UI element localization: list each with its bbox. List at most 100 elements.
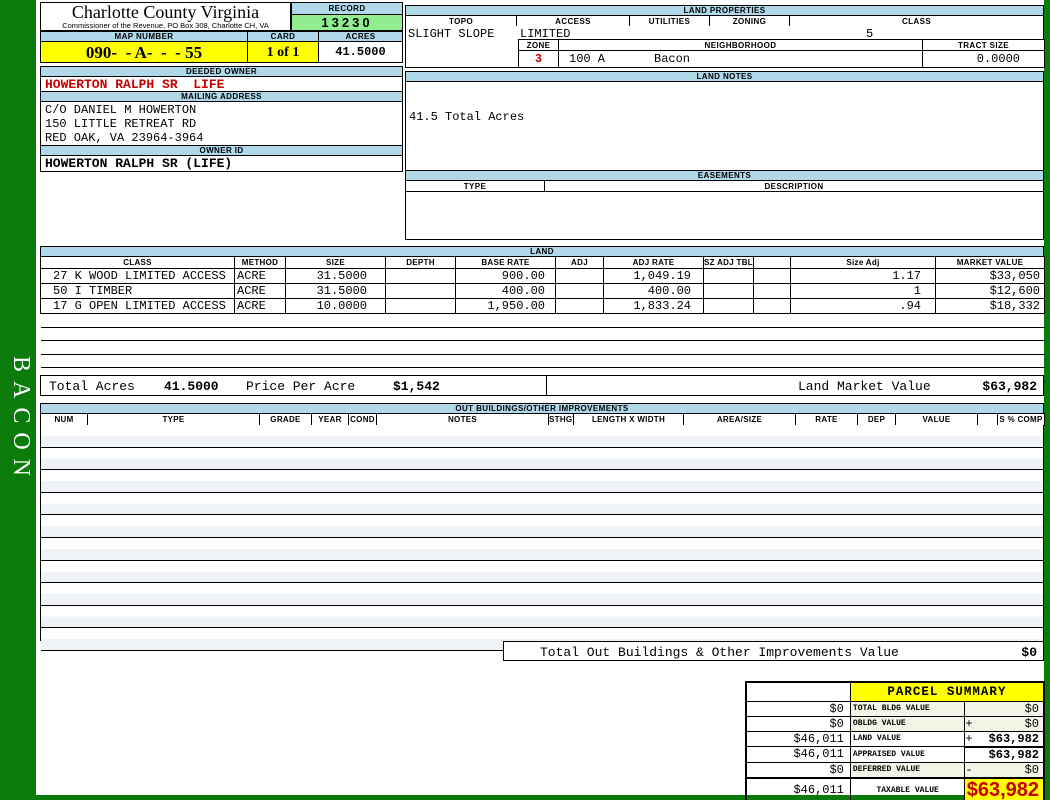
land-row: 50 I TIMBER ACRE 31.5000 400.00 400.00 1…	[40, 283, 1045, 299]
ps-sign: -	[964, 761, 980, 778]
land-method: ACRE	[234, 268, 286, 284]
address-line-1: C/O DANIEL M HOWERTON	[45, 103, 197, 117]
ob-col-grade: GRADE	[259, 413, 312, 426]
empty-row	[40, 353, 1045, 369]
col-size-adj: Size Adj	[790, 256, 936, 269]
col-adj-rate: ADJ RATE	[603, 256, 704, 269]
land-adj-rate: 1,049.19	[603, 268, 704, 284]
land-adj	[555, 268, 604, 284]
empty-row	[40, 340, 1045, 355]
ob-col-cond: COND	[348, 413, 377, 426]
ps-value: $63,982	[979, 730, 1045, 747]
ps-left-value: $0	[745, 700, 851, 717]
ps-row: $0 OBLDG VALUE + $0	[745, 715, 1045, 732]
col-method: METHOD	[234, 256, 286, 269]
land-base-rate: 900.00	[455, 268, 556, 284]
page-subtitle: Commissioner of the Revenue, PO Box 308,…	[62, 21, 269, 30]
land-depth	[385, 268, 456, 284]
ps-sign: +	[964, 730, 980, 747]
out-buildings-total-row: Total Out Buildings & Other Improvements…	[503, 641, 1044, 661]
ps-value: $0	[979, 715, 1045, 732]
ps-value: $63,982	[979, 745, 1045, 763]
land-properties-values: SLIGHT SLOPE LIMITED 5 ZONE NEIGHBORHOOD…	[405, 26, 1045, 68]
col-sz-adj-tbl: SZ ADJ TBL	[703, 256, 754, 269]
ob-col-notes: NOTES	[376, 413, 549, 426]
ps-label: TOTAL BLDG VALUE	[849, 700, 966, 717]
parcel-summary-title: PARCEL SUMMARY	[849, 681, 1045, 702]
land-depth	[385, 283, 456, 299]
stripe-row	[41, 470, 1043, 493]
out-buildings-total-label: Total Out Buildings & Other Improvements…	[540, 645, 899, 660]
ps-sign: +	[964, 715, 980, 732]
land-method: ACRE	[234, 298, 286, 314]
ps-left-value: $46,011	[745, 730, 851, 747]
zone-value: 3	[518, 50, 559, 68]
col-base-rate: BASE RATE	[455, 256, 556, 269]
stripe-row	[41, 605, 1043, 629]
land-size: 31.5000	[285, 283, 386, 299]
ps-sign	[964, 745, 980, 763]
map-number-value: 090- - A- - - 55	[40, 41, 248, 63]
sidebar-neighborhood-label: BACON	[8, 356, 34, 486]
land-class: 50 I TIMBER	[40, 283, 235, 299]
ps-left-value: $0	[745, 715, 851, 732]
neighborhood-value-box: 100 A Bacon	[558, 50, 923, 68]
land-totals-left: Total Acres 41.5000 Price Per Acre $1,54…	[40, 375, 547, 396]
land-base-rate: 1,950.00	[455, 298, 556, 314]
land-size: 10.0000	[285, 298, 386, 314]
zone-subtable: ZONE NEIGHBORHOOD TRACT SIZE 3 100 A Bac…	[518, 39, 1045, 68]
empty-row	[40, 326, 1045, 342]
col-depth: DEPTH	[385, 256, 456, 269]
land-size: 31.5000	[285, 268, 386, 284]
land-adj-rate: 1,833.24	[603, 298, 704, 314]
ps-value: $0	[979, 761, 1045, 778]
empty-row	[40, 313, 1045, 328]
stripe-row	[41, 560, 1043, 584]
land-market-value: $33,050	[935, 268, 1045, 284]
price-per-acre-label: Price Per Acre	[246, 379, 356, 394]
stripe-row	[41, 425, 1043, 448]
ob-col-areasize: AREA/SIZE	[683, 413, 796, 426]
land-row: 17 G OPEN LIMITED ACCESS ACRE 10.0000 1,…	[40, 298, 1045, 314]
ps-label: APPRAISED VALUE	[849, 746, 966, 763]
stripe-row	[41, 537, 1043, 561]
ps-value: $0	[979, 700, 1045, 717]
land-market-value-label: Land Market Value	[798, 379, 931, 394]
address-line-2: 150 LITTLE RETREAT RD	[45, 117, 197, 131]
ob-col-type: TYPE	[87, 413, 260, 426]
stripe-row	[41, 515, 1043, 538]
col-adj: ADJ	[555, 256, 604, 269]
col-blank	[753, 256, 791, 269]
ps-row: $46,011 LAND VALUE + $63,982	[745, 730, 1045, 747]
ps-row: $46,011 APPRAISED VALUE $63,982	[745, 745, 1045, 763]
county-title-box: Charlotte County Virginia Commissioner o…	[40, 2, 291, 31]
land-size-adj: 1.17	[790, 268, 936, 284]
land-adj	[555, 283, 604, 299]
ob-col-num: NUM	[40, 413, 88, 426]
price-per-acre-value: $1,542	[393, 379, 440, 394]
access-value: LIMITED	[520, 27, 571, 41]
topo-value: SLIGHT SLOPE	[408, 27, 495, 41]
easements-box	[405, 191, 1044, 240]
land-sz-adj-tbl	[703, 283, 754, 299]
land-market-value: $12,600	[935, 283, 1045, 299]
neighborhood-code: 100 A	[569, 52, 606, 66]
land-blank	[753, 268, 791, 284]
land-market-value: $18,332	[935, 298, 1045, 314]
page-title: Charlotte County Virginia	[71, 2, 260, 22]
ps-label: OBLDG VALUE	[849, 715, 966, 732]
record-value: 13230	[291, 14, 403, 31]
ps-label: DEFERRED VALUE	[849, 761, 966, 778]
address-line-3: RED OAK, VA 23964-3964	[45, 131, 204, 145]
ps-label: LAND VALUE	[849, 730, 966, 747]
neighborhood-name: Bacon	[654, 52, 691, 66]
ob-col-rate: RATE	[795, 413, 858, 426]
ob-col-sthgt: STHGT	[548, 413, 574, 426]
deeded-owner-value: HOWERTON RALPH SR LIFE	[40, 76, 403, 92]
stripe-row	[41, 447, 1043, 471]
ps-row: $0 TOTAL BLDG VALUE $0	[745, 700, 1045, 717]
col-market-value: MARKET VALUE	[935, 256, 1045, 269]
land-depth	[385, 298, 456, 314]
ps-header-blank	[745, 681, 851, 702]
